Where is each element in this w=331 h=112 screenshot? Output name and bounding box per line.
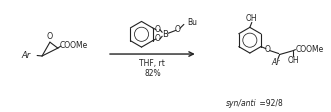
Text: OH: OH [246, 14, 258, 23]
Text: B: B [162, 30, 168, 39]
Text: Ar: Ar [271, 58, 280, 67]
Text: O: O [155, 34, 161, 43]
Text: THF, rt: THF, rt [139, 59, 165, 68]
Text: COOMe: COOMe [60, 41, 88, 50]
Text: O: O [265, 45, 271, 54]
Text: OH: OH [288, 56, 299, 65]
Text: Bu: Bu [187, 18, 197, 27]
Text: O: O [175, 25, 181, 34]
Text: syn/anti: syn/anti [226, 99, 257, 108]
Text: COOMe: COOMe [295, 45, 324, 54]
Text: Ar: Ar [21, 51, 30, 59]
Text: O: O [47, 32, 53, 41]
Text: O: O [155, 25, 161, 34]
Text: =92/8: =92/8 [257, 99, 282, 108]
Text: 82%: 82% [144, 69, 161, 78]
